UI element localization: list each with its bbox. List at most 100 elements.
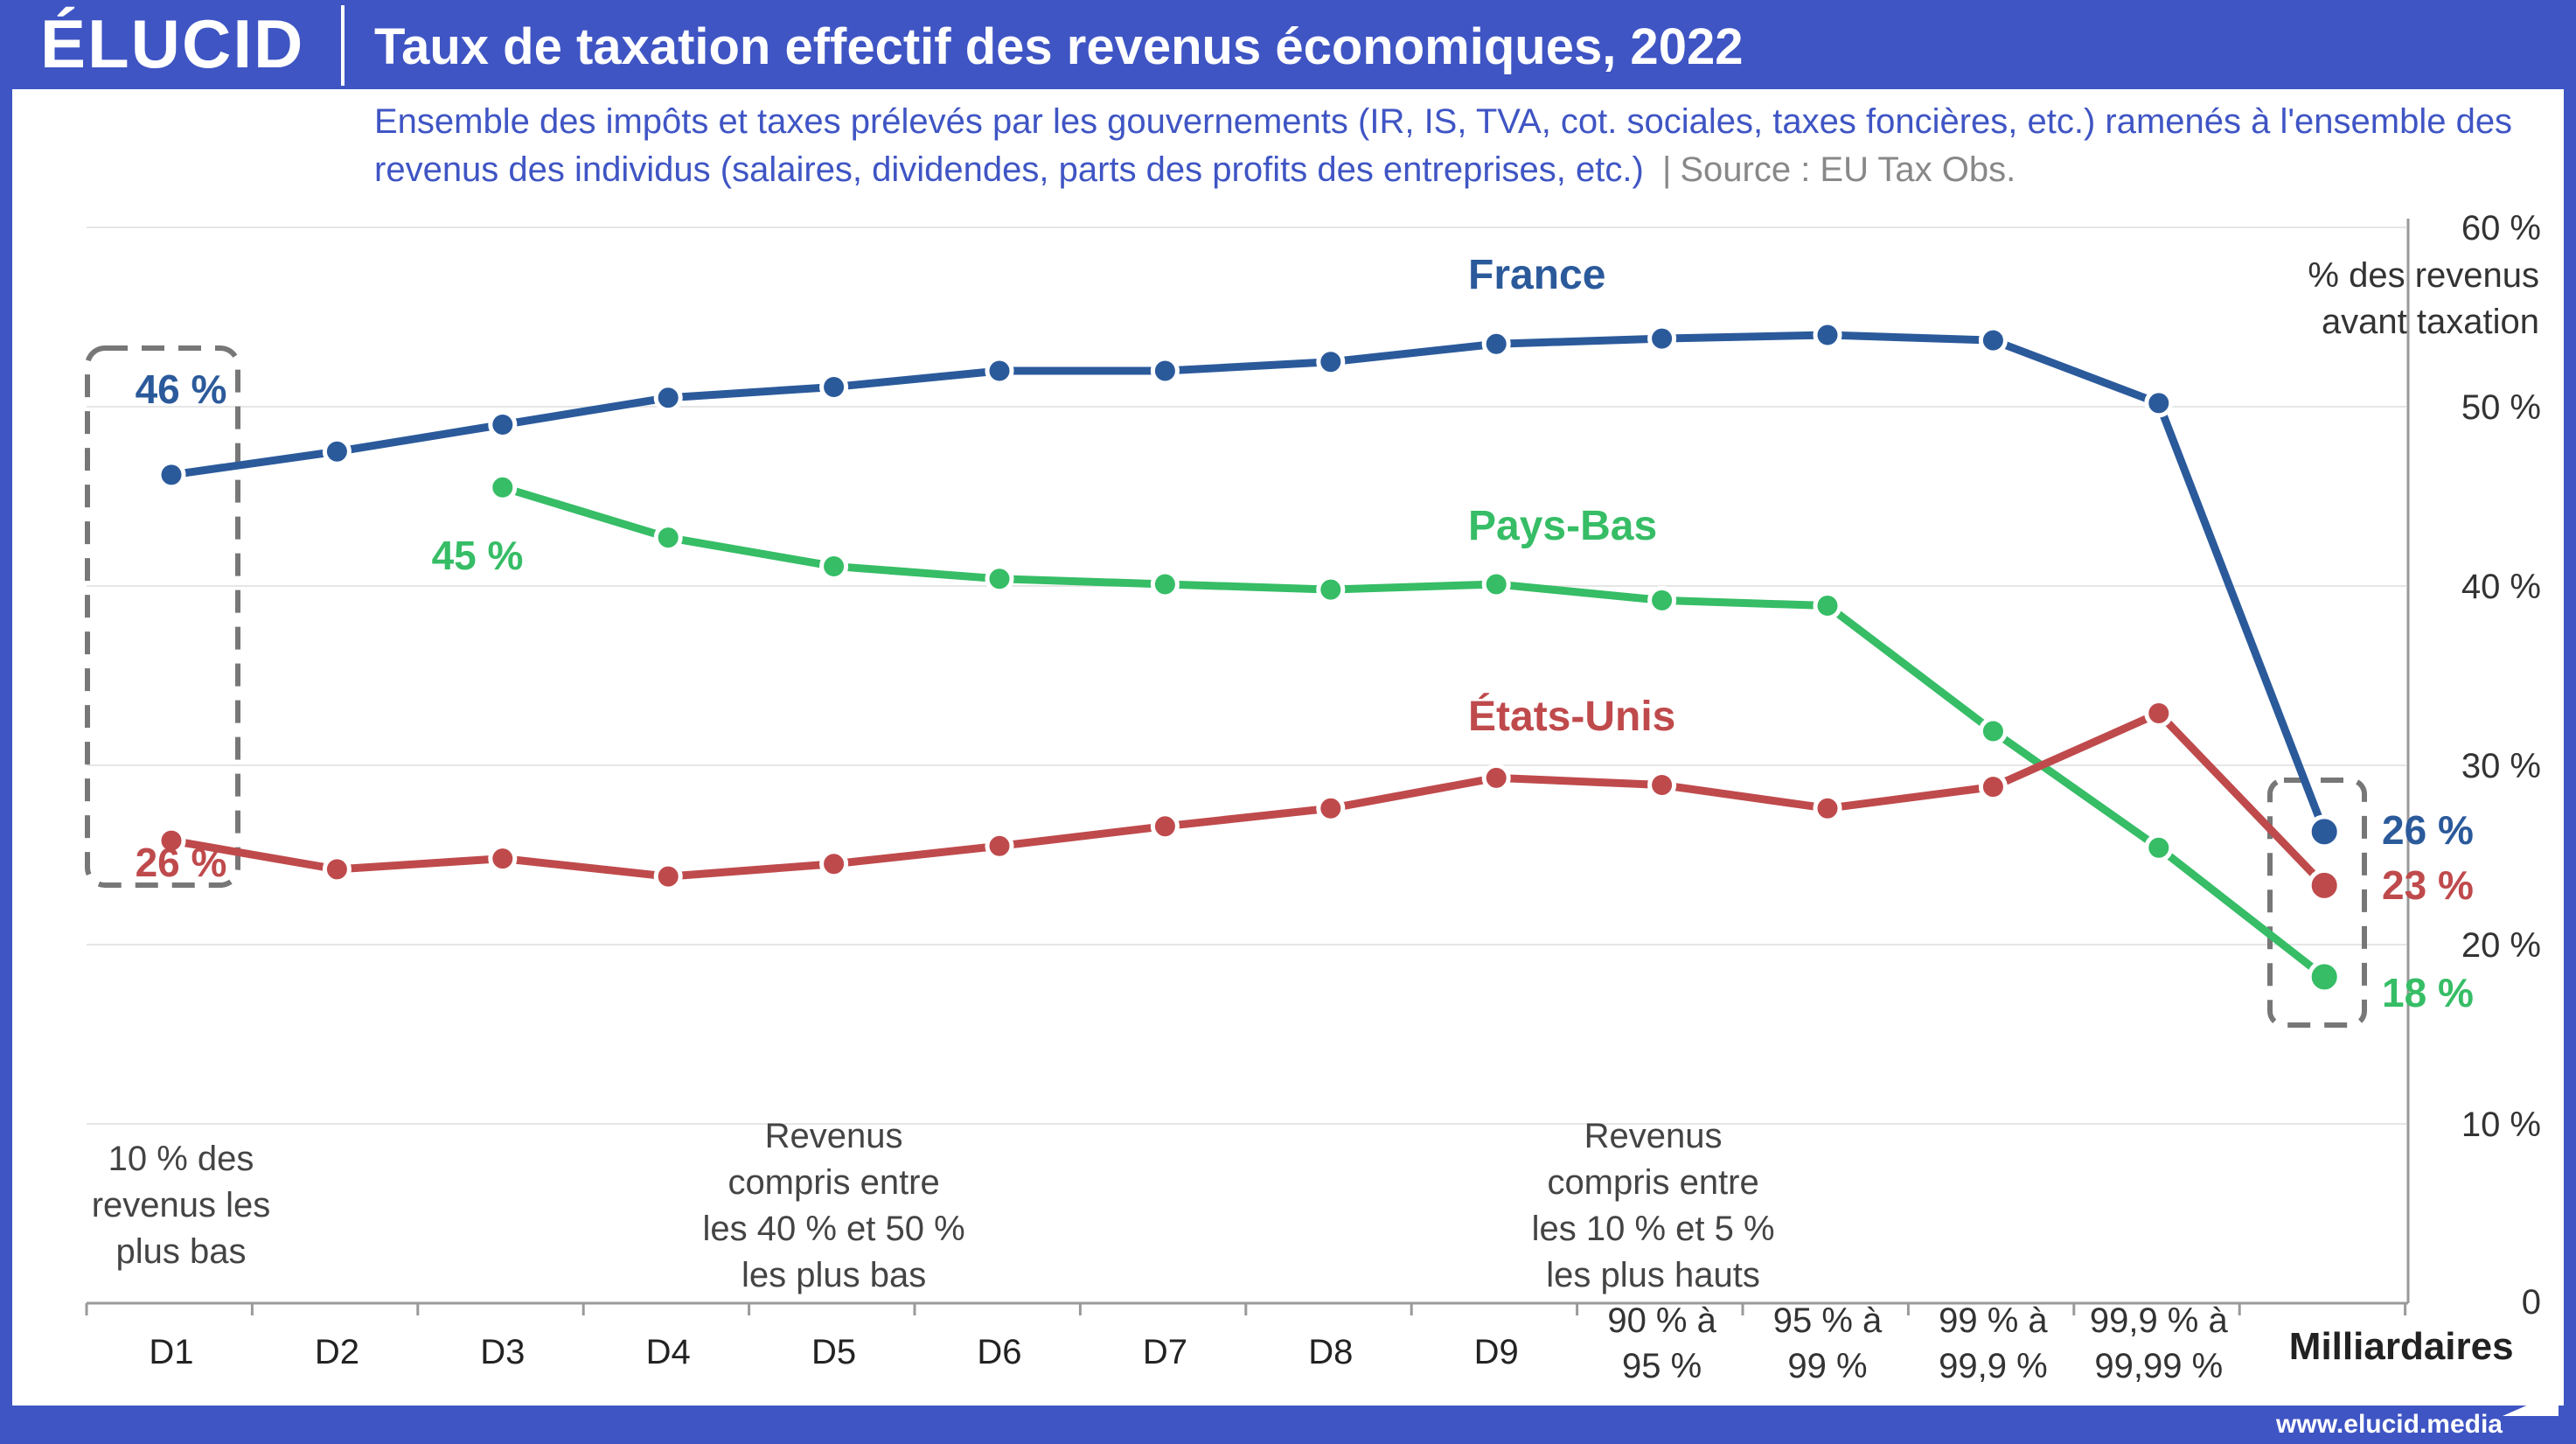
- data-point-france: [653, 383, 683, 413]
- y-axis-label-line2: avant taxation: [2322, 303, 2539, 341]
- data-point-france: [1813, 320, 1842, 350]
- y-tick-label: 0: [2522, 1283, 2541, 1322]
- data-point-france: [1481, 329, 1511, 359]
- band-label-d1: plus bas: [116, 1232, 247, 1271]
- page-title: Taux de taxation effectif des revenus éc…: [374, 18, 1744, 75]
- data-point-france: [985, 356, 1014, 386]
- value-label-paysbas-first: 45 %: [432, 533, 524, 578]
- data-point-paysbas: [1647, 585, 1677, 615]
- data-point-france: [322, 436, 352, 466]
- brand-logo[interactable]: ÉLUCID: [40, 5, 305, 82]
- data-point-paysbas: [1481, 569, 1511, 599]
- band-label-d1: 10 % des: [108, 1140, 254, 1178]
- data-point-etatsunis: [157, 826, 186, 855]
- data-point-etatsunis: [1978, 772, 2008, 802]
- data-point-france: [2144, 388, 2174, 418]
- band-label-d5: compris entre: [728, 1163, 939, 1202]
- data-point-paysbas: [1813, 591, 1842, 621]
- x-tick-label-line2: 99,99 %: [2094, 1347, 2223, 1385]
- band-label-d5: les 40 % et 50 %: [703, 1210, 965, 1248]
- series-label-etatsunis: États-Unis: [1468, 693, 1675, 740]
- series-label-france: France: [1468, 252, 1605, 298]
- data-point-paysbas: [819, 551, 849, 581]
- x-tick-label-line1: 95 % à: [1773, 1301, 1883, 1340]
- data-point-paysbas: [2144, 833, 2174, 862]
- data-point-etatsunis: [1150, 812, 1180, 841]
- x-tick-label-line1: 99,9 % à: [2090, 1301, 2229, 1340]
- data-point-france: [1316, 347, 1346, 377]
- data-point-etatsunis: [653, 862, 683, 891]
- series-line-etatsunis: [167, 709, 2329, 889]
- band-label-p95: Revenus: [1584, 1117, 1723, 1155]
- chart-source: Source : EU Tax Obs.: [1680, 150, 2016, 189]
- data-point-france: [1150, 356, 1180, 386]
- value-label-etatsunis-first: 26 %: [136, 840, 227, 885]
- x-tick-label: D8: [1308, 1333, 1353, 1371]
- x-tick-label-line1: 99 % à: [1939, 1301, 2048, 1340]
- x-tick-label: D9: [1474, 1333, 1519, 1371]
- x-tick-label-line1: 90 % à: [1607, 1301, 1716, 1340]
- y-tick-label: 60 %: [2461, 209, 2541, 248]
- data-point-paysbas: [1150, 569, 1180, 599]
- y-tick-label: 10 %: [2461, 1106, 2541, 1144]
- x-tick-label: D5: [811, 1333, 856, 1371]
- header-bar: ÉLUCID Taux de taxation effectif des rev…: [0, 0, 2576, 89]
- data-point-france: [819, 372, 849, 401]
- highlight-box-milliardaires: [2267, 778, 2367, 1028]
- data-point-france: [157, 460, 186, 490]
- data-point-france: [488, 410, 518, 439]
- band-label-p95: les plus hauts: [1546, 1256, 1760, 1294]
- series-label-paysbas: Pays-Bas: [1468, 503, 1657, 549]
- band-label-d5: Revenus: [765, 1117, 903, 1155]
- x-tick-label: Milliardaires: [2289, 1325, 2514, 1368]
- y-tick-label: 50 %: [2461, 388, 2541, 427]
- band-label-d1: revenus les: [92, 1186, 271, 1224]
- chart-panel: Ensemble des impôts et taxes prélevés pa…: [12, 89, 2564, 1406]
- series-line-paysbas: [498, 483, 2329, 981]
- value-label-france-last: 26 %: [2382, 807, 2474, 853]
- value-label-france-first: 46 %: [136, 366, 227, 412]
- data-point-paysbas: [653, 523, 683, 553]
- logo-divider: [341, 5, 345, 86]
- value-label-paysbas-last: 18 %: [2382, 970, 2474, 1015]
- data-point-etatsunis: [322, 855, 352, 884]
- band-label-p95: les 10 % et 5 %: [1532, 1210, 1775, 1248]
- y-axis-label-line1: % des revenus: [2308, 256, 2539, 295]
- y-tick-label: 20 %: [2461, 926, 2541, 965]
- y-tick-label: 30 %: [2461, 747, 2541, 785]
- data-point-etatsunis: [2144, 699, 2174, 729]
- data-point-etatsunis: [819, 849, 849, 879]
- data-point-france: [2307, 814, 2342, 849]
- data-point-paysbas: [2307, 959, 2342, 994]
- data-point-paysbas: [1978, 716, 2008, 746]
- x-tick-label: D7: [1143, 1333, 1187, 1371]
- chart-subtitle: Ensemble des impôts et taxes prélevés pa…: [374, 98, 2552, 194]
- footer-url[interactable]: www.elucid.media: [2276, 1410, 2503, 1439]
- data-point-paysbas: [1316, 575, 1346, 604]
- line-chart: 0 10 % 20 % 30 % 40 % 50 % 60 % % des revenus av…: [85, 209, 2541, 1385]
- x-tick-label-line2: 99,9 %: [1939, 1347, 2048, 1385]
- data-point-paysbas: [488, 472, 518, 502]
- value-label-etatsunis-last: 23 %: [2382, 862, 2474, 908]
- x-tick-label: D3: [480, 1333, 525, 1371]
- highlight-box-d1: [85, 345, 240, 888]
- data-point-etatsunis: [2307, 868, 2342, 903]
- series-line-france: [167, 331, 2329, 836]
- x-tick-label: D4: [646, 1333, 691, 1371]
- band-label-p95: compris entre: [1547, 1163, 1758, 1202]
- data-point-etatsunis: [985, 831, 1014, 861]
- x-tick-label-line2: 99 %: [1787, 1347, 1867, 1385]
- data-point-etatsunis: [1316, 793, 1346, 823]
- y-tick-label: 40 %: [2461, 568, 2541, 606]
- x-tick-label: D6: [977, 1333, 1021, 1371]
- footer-logo-mark: [2503, 1392, 2559, 1416]
- data-point-etatsunis: [1813, 793, 1842, 823]
- data-point-etatsunis: [1647, 771, 1677, 800]
- data-point-etatsunis: [488, 844, 518, 874]
- data-point-etatsunis: [1481, 763, 1511, 792]
- data-point-paysbas: [985, 564, 1014, 594]
- subtitle-text: Ensemble des impôts et taxes prélevés pa…: [374, 102, 2513, 189]
- data-point-france: [1978, 325, 2008, 355]
- data-point-france: [1647, 324, 1677, 353]
- x-tick-label: D2: [315, 1333, 359, 1371]
